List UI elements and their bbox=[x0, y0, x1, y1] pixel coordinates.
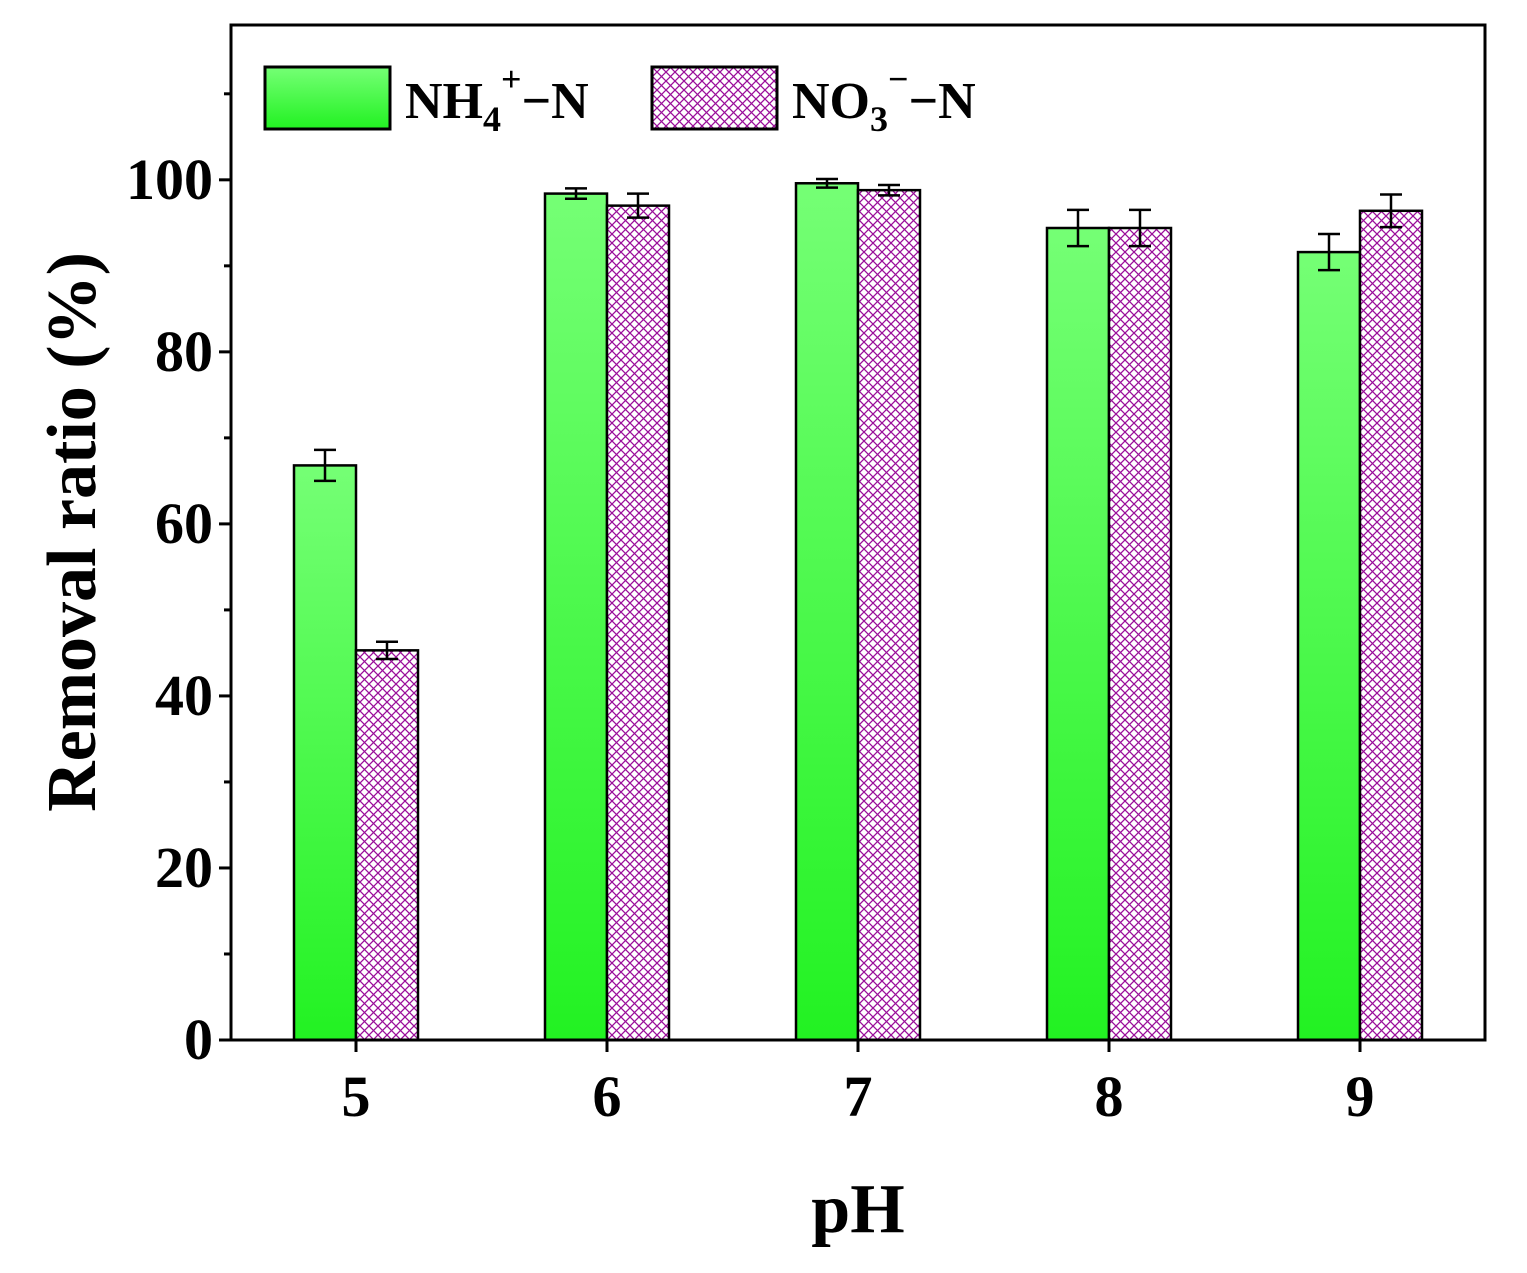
y-tick-label: 0 bbox=[184, 1007, 213, 1072]
bar-no3-ph5 bbox=[354, 649, 420, 1042]
y-axis-ticks: 0 20 40 60 80 100 bbox=[126, 92, 231, 1072]
legend-nh4-base: NH bbox=[405, 73, 483, 130]
legend-no3-suffix: −N bbox=[909, 73, 976, 130]
bar-nh4-ph7 bbox=[794, 182, 860, 1042]
error-bar-nh4-ph8 bbox=[1067, 208, 1089, 248]
bar-no3-ph7 bbox=[856, 188, 922, 1042]
legend-swatch-no3 bbox=[650, 65, 779, 131]
bar-no3-ph8 bbox=[1107, 226, 1173, 1042]
bar-nh4-ph6 bbox=[543, 192, 609, 1042]
bar-nh4-ph5 bbox=[292, 464, 358, 1042]
x-tick-label: 5 bbox=[342, 1064, 371, 1129]
x-tick-label: 7 bbox=[844, 1064, 873, 1129]
bar-no3-ph9 bbox=[1358, 209, 1424, 1042]
x-axis-title: pH bbox=[811, 1171, 904, 1248]
legend-label-nh4: NH4+−N bbox=[405, 59, 589, 139]
error-bar-nh4-ph5 bbox=[314, 448, 336, 483]
x-tick-label: 8 bbox=[1095, 1064, 1124, 1129]
error-bar-no3-ph8 bbox=[1129, 208, 1151, 248]
error-bar-no3-ph5 bbox=[376, 640, 398, 661]
y-tick-label: 80 bbox=[155, 319, 213, 384]
legend: NH4+−N NO3−−N bbox=[263, 59, 976, 139]
bar-no3-ph6 bbox=[605, 204, 671, 1042]
x-axis-ticks: 5 6 7 8 9 bbox=[342, 1040, 1375, 1129]
legend-nh4-suffix: −N bbox=[522, 73, 589, 130]
y-tick-label: 40 bbox=[155, 663, 213, 728]
error-bars bbox=[314, 177, 1402, 661]
x-tick-label: 9 bbox=[1346, 1064, 1375, 1129]
legend-nh4-subscript: 4 bbox=[483, 99, 501, 139]
error-bar-no3-ph6 bbox=[627, 192, 649, 219]
y-tick-label: 20 bbox=[155, 835, 213, 900]
legend-nh4-superscript: + bbox=[501, 59, 522, 99]
y-tick-label: 60 bbox=[155, 491, 213, 556]
error-bar-no3-ph7 bbox=[878, 183, 900, 197]
legend-no3-subscript: 3 bbox=[870, 99, 888, 139]
x-tick-label: 6 bbox=[593, 1064, 622, 1129]
legend-label-no3: NO3−−N bbox=[792, 59, 976, 139]
error-bar-nh4-ph7 bbox=[816, 177, 838, 189]
bars bbox=[292, 182, 1424, 1042]
error-bar-nh4-ph9 bbox=[1318, 232, 1340, 272]
error-bar-nh4-ph6 bbox=[565, 187, 587, 201]
y-axis-title: Removal ratio (%) bbox=[34, 252, 111, 812]
bar-nh4-ph8 bbox=[1045, 226, 1111, 1042]
legend-no3-base: NO bbox=[792, 73, 870, 130]
y-tick-label: 100 bbox=[126, 147, 213, 212]
bar-nh4-ph9 bbox=[1296, 250, 1362, 1042]
legend-no3-superscript: − bbox=[888, 59, 909, 99]
error-bar-no3-ph9 bbox=[1380, 193, 1402, 229]
legend-swatch-nh4 bbox=[263, 65, 392, 131]
